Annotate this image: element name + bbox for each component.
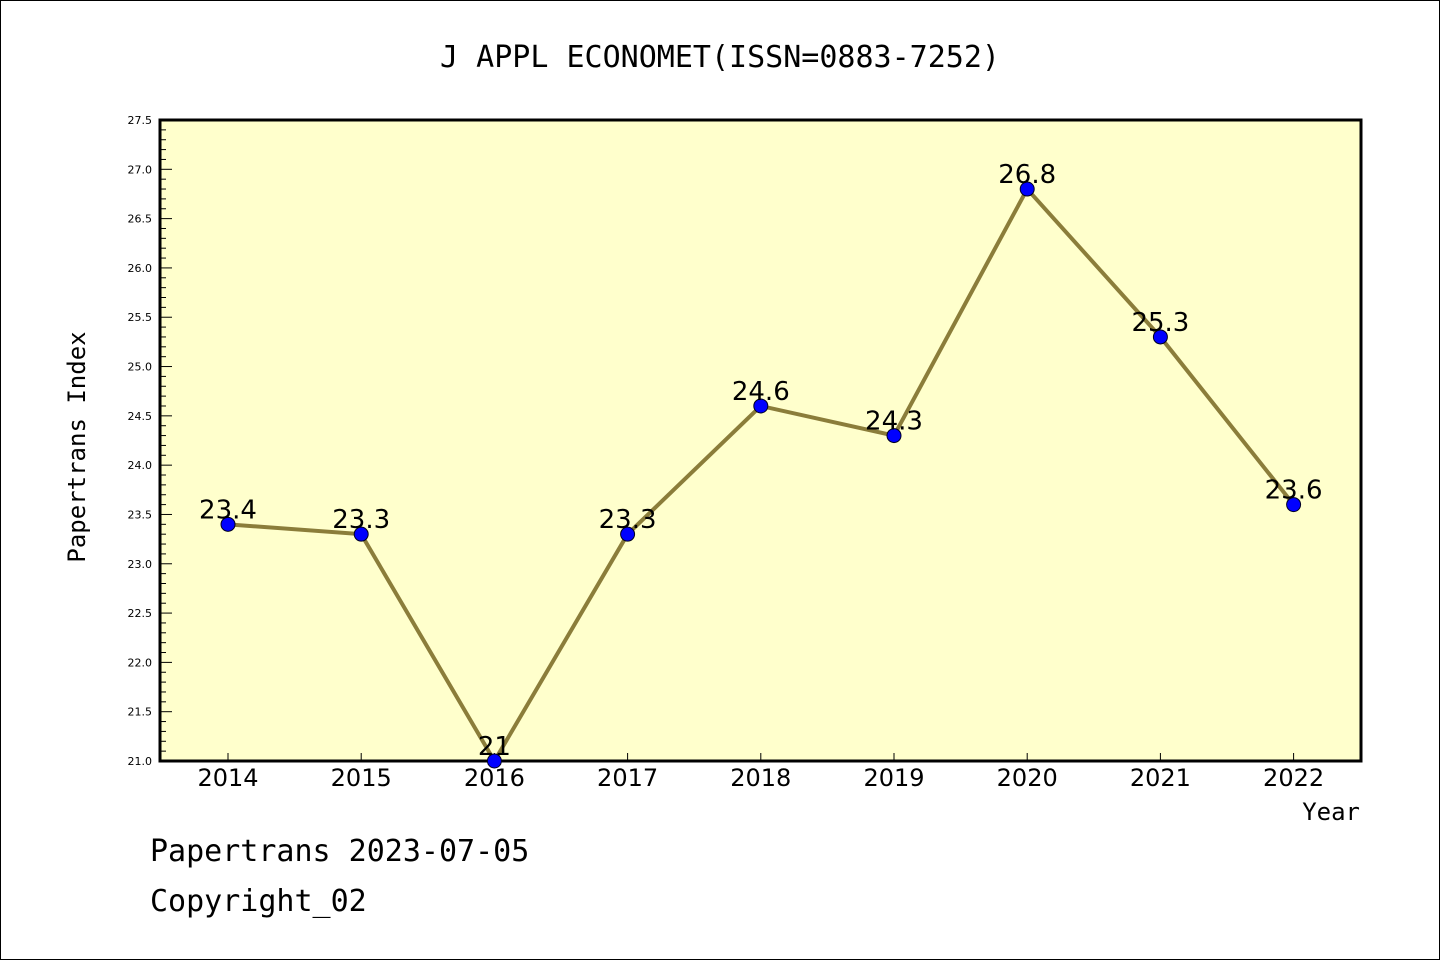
plot-area	[158, 118, 1363, 763]
x-tick-label: 2019	[863, 764, 924, 792]
data-point	[353, 526, 369, 542]
y-tick-label: 25.5	[128, 311, 153, 324]
data-point	[486, 753, 502, 769]
x-tick-label: 2022	[1263, 764, 1324, 792]
data-label: 24.6	[732, 377, 790, 407]
data-label: 23.3	[332, 505, 390, 535]
x-tick-label: 2021	[1130, 764, 1191, 792]
data-label: 23.3	[599, 505, 657, 535]
y-tick-label: 27.0	[128, 163, 153, 176]
data-label: 26.8	[998, 160, 1056, 190]
data-label: 25.3	[1131, 308, 1189, 338]
y-axis-ticks: 21.0 21.5 22.0 22.5 23.0 23.5 24.0 24.5 25.0 25.5…	[128, 114, 172, 768]
x-tick-label: 2016	[464, 764, 525, 792]
data-label: 23.4	[199, 495, 257, 525]
y-tick-label: 25.0	[128, 361, 153, 374]
footer-copyright: Copyright_02	[150, 884, 367, 919]
y-tick-label: 26.5	[128, 213, 153, 226]
x-tick-label: 2015	[331, 764, 392, 792]
data-point	[220, 516, 236, 532]
y-tick-label: 23.5	[128, 508, 153, 521]
y-tick-label: 24.5	[128, 410, 153, 423]
data-labels-group: 23.4 23.3 21 23.3 24.6 24.3 26.8 25.3 23.6	[199, 160, 1322, 762]
x-tick-label: 2020	[997, 764, 1058, 792]
y-axis-label: Papertrans Index	[63, 331, 91, 562]
x-axis-label: Year	[1302, 798, 1360, 826]
x-tick-label: 2018	[730, 764, 791, 792]
data-label: 23.6	[1265, 476, 1323, 506]
y-tick-label: 27.5	[128, 114, 153, 127]
data-point	[753, 398, 769, 414]
y-tick-label: 22.5	[128, 607, 153, 620]
data-label: 21	[478, 732, 511, 762]
footer-date: Papertrans 2023-07-05	[150, 834, 530, 869]
x-tick-label: 2014	[197, 764, 258, 792]
y-tick-label: 24.0	[128, 459, 153, 472]
y-tick-label: 22.0	[128, 656, 153, 669]
data-label: 24.3	[865, 407, 923, 437]
x-axis-ticks: 2014 2015 2016 2017 2018 2019 2020 2021 2022	[197, 753, 1324, 792]
data-point	[620, 526, 636, 542]
series-line-group	[220, 181, 1302, 769]
y-tick-label: 23.0	[128, 558, 153, 571]
data-point	[1286, 497, 1302, 513]
data-point	[1019, 181, 1035, 197]
data-point	[886, 428, 902, 444]
data-point	[1152, 329, 1168, 345]
y-tick-label: 26.0	[128, 262, 153, 275]
y-tick-label: 21.5	[128, 706, 153, 719]
y-tick-label: 21.0	[128, 755, 153, 768]
x-tick-label: 2017	[597, 764, 658, 792]
chart-title: J APPL ECONOMET(ISSN=0883-7252)	[440, 40, 1000, 75]
